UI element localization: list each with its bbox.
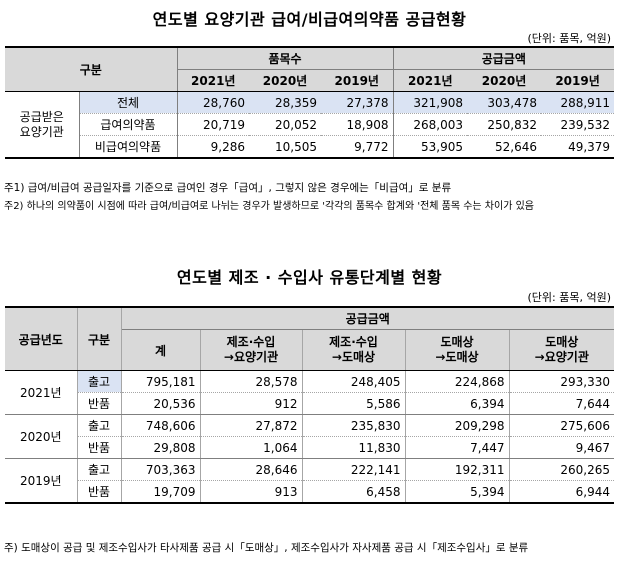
table1-note: 주2) 하나의 의약품이 시점에 따라 급여/비급여로 나뉘는 경우가 발생하므… bbox=[4, 201, 534, 212]
row-label: 급여의약품 bbox=[78, 113, 177, 136]
table-cell: 1,064 bbox=[200, 436, 303, 459]
table1-note: 주1) 급여/비급여 공급일자를 기준으로 급여인 경우「급여」, 그렇지 않은… bbox=[4, 182, 452, 194]
row-group-label-line2: 요양기관 bbox=[19, 124, 64, 139]
table-cell: 7,644 bbox=[509, 392, 615, 415]
table-cell: 224,868 bbox=[405, 370, 510, 393]
row-group-label-line1: 공급받은 bbox=[19, 109, 64, 124]
table-cell: 20,719 bbox=[176, 113, 249, 136]
distribution-stage-table: 공급년도 구분 공급금액 계 제조·수입 →요양기관 제조·수입 →도매상 도매상 →… bbox=[5, 306, 615, 504]
table-cell: 6,944 bbox=[575, 484, 611, 499]
table-cell: 239,532 bbox=[541, 113, 615, 136]
table-cell: 209,298 bbox=[405, 414, 510, 437]
header-supply-year: 공급년도 bbox=[5, 307, 78, 371]
table-cell: 248,405 bbox=[302, 370, 406, 393]
table-cell: 18,908 bbox=[321, 113, 394, 136]
year-cell: 2021년 bbox=[5, 370, 78, 415]
header-col: 제조·수입 →도매상 bbox=[302, 329, 406, 371]
header-year: 2021년 bbox=[176, 69, 249, 92]
table1-title: 연도별 요양기관 급여/비급여의약품 공급현황 bbox=[152, 10, 467, 29]
header-year: 2019년 bbox=[321, 69, 394, 92]
row-label: 비급여의약품 bbox=[78, 135, 177, 158]
header-total: 계 bbox=[121, 329, 201, 371]
table-cell: 795,181 bbox=[121, 370, 201, 393]
table-cell: 29,808 bbox=[121, 436, 201, 459]
row-group-label: 공급받은 요양기관 bbox=[5, 91, 79, 158]
table-cell: 192,311 bbox=[405, 458, 510, 481]
table-cell: 5,394 bbox=[405, 480, 510, 503]
header-year: 2020년 bbox=[467, 69, 542, 92]
header-supply-amount: 공급금액 bbox=[392, 47, 615, 70]
header-col: 도매상 →도매상 bbox=[405, 329, 510, 371]
table-cell: 28,646 bbox=[200, 458, 303, 481]
table-cell: 9,467 bbox=[509, 436, 615, 459]
header-year: 2019년 bbox=[541, 69, 615, 92]
table-cell: 9,286 bbox=[176, 135, 249, 158]
header-col: 도매상 →요양기관 bbox=[509, 329, 615, 371]
table-cell: 9,772 bbox=[354, 139, 389, 154]
table-cell: 235,830 bbox=[302, 414, 406, 437]
header-category: 구분 bbox=[5, 47, 177, 92]
table-cell: 27,872 bbox=[200, 414, 303, 437]
row-label: 출고 bbox=[77, 414, 122, 437]
table-cell: 20,536 bbox=[121, 392, 201, 415]
table-cell: 6,394 bbox=[405, 392, 510, 415]
table-cell: 288,911 bbox=[541, 91, 615, 114]
table-cell: 28,760 bbox=[176, 91, 249, 114]
table-cell: 28,359 bbox=[249, 91, 321, 114]
table-cell: 250,832 bbox=[467, 113, 542, 136]
table2-note: 주) 도매상이 공급 및 제조수입사가 타사제품 공급 시「도매상」, 제조수입… bbox=[4, 542, 529, 554]
table-cell: 6,458 bbox=[302, 480, 406, 503]
table-cell: 912 bbox=[200, 392, 303, 415]
table-cell: 53,905 bbox=[392, 135, 468, 158]
table-cell: 260,265 bbox=[509, 458, 615, 481]
table-cell: 5,586 bbox=[302, 392, 406, 415]
table-cell: 222,141 bbox=[302, 458, 406, 481]
table-cell: 27,378 bbox=[321, 91, 394, 114]
year-cell: 2020년 bbox=[5, 414, 78, 459]
table1-unit: (단위: 품목, 억원) bbox=[527, 32, 612, 45]
table-cell: 28,578 bbox=[200, 370, 303, 393]
supply-status-table: 구분 품목수 공급금액 2021년 2020년 2019년 2021년 2020… bbox=[5, 46, 615, 159]
table-cell: 52,646 bbox=[495, 139, 538, 154]
table-cell: 268,003 bbox=[392, 113, 468, 136]
row-label: 반품 bbox=[77, 436, 122, 459]
table2-unit: (단위: 품목, 억원) bbox=[527, 291, 612, 304]
header-year: 2021년 bbox=[392, 69, 468, 92]
row-label: 출고 bbox=[77, 370, 122, 393]
header-supply-amount: 공급금액 bbox=[121, 307, 615, 330]
table-cell: 7,447 bbox=[405, 436, 510, 459]
table-cell: 275,606 bbox=[509, 414, 615, 437]
table-cell: 303,478 bbox=[467, 91, 542, 114]
year-cell: 2019년 bbox=[5, 458, 78, 503]
table-cell: 49,379 bbox=[568, 139, 611, 154]
table-cell: 748,606 bbox=[121, 414, 201, 437]
header-col: 제조·수입 →요양기관 bbox=[200, 329, 303, 371]
table-cell: 913 bbox=[200, 480, 303, 503]
table-cell: 11,830 bbox=[302, 436, 406, 459]
row-label: 반품 bbox=[77, 392, 122, 415]
header-category: 구분 bbox=[77, 307, 122, 371]
table-cell: 293,330 bbox=[509, 370, 615, 393]
header-year: 2020년 bbox=[249, 69, 321, 92]
table2-title: 연도별 제조 · 수입사 유통단계별 현황 bbox=[176, 268, 443, 287]
row-label: 전체 bbox=[78, 91, 177, 114]
table-cell: 703,363 bbox=[121, 458, 201, 481]
table-cell: 19,709 bbox=[121, 480, 201, 503]
header-item-count: 품목수 bbox=[176, 47, 394, 70]
row-label: 반품 bbox=[77, 480, 122, 503]
table-cell: 20,052 bbox=[249, 113, 321, 136]
row-label: 출고 bbox=[77, 458, 122, 481]
table-cell: 10,505 bbox=[275, 139, 317, 154]
table-cell: 321,908 bbox=[392, 91, 468, 114]
